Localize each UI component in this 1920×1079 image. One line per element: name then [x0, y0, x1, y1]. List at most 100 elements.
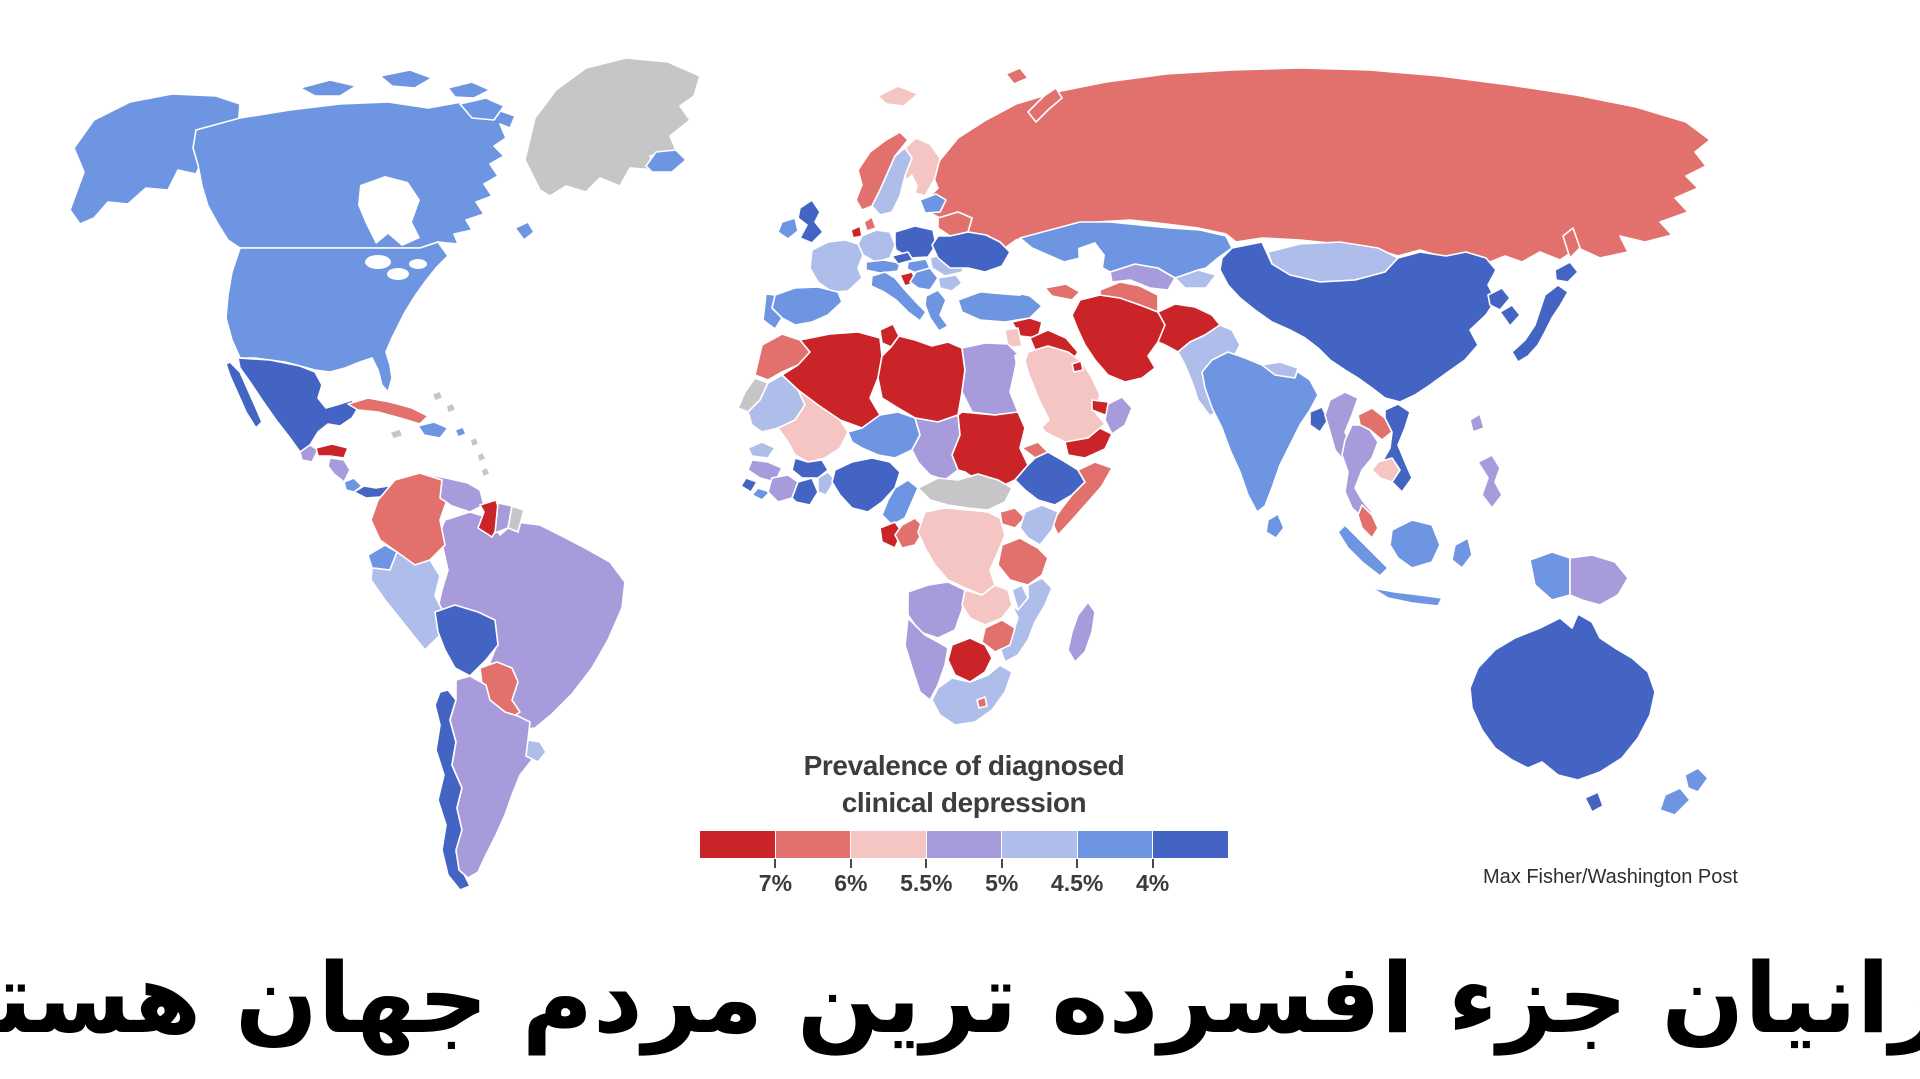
- region-czech: [891, 251, 914, 265]
- region-alpine: [865, 259, 901, 274]
- region-hispaniola: [417, 421, 449, 439]
- legend-ticks: 7% 6% 5.5% 5% 4.5% 4%: [700, 858, 1228, 902]
- region-france: [809, 239, 864, 293]
- region-italy: [870, 271, 927, 322]
- region-antilles3: [480, 466, 491, 478]
- region-zimbabwe: [981, 619, 1016, 653]
- region-canada: [192, 101, 516, 249]
- region-egypt: [961, 342, 1019, 416]
- legend-tick-label: 6%: [834, 869, 868, 896]
- region-chad: [911, 414, 961, 481]
- region-senegal: [747, 441, 776, 459]
- region-baltics: [919, 193, 947, 214]
- region-png: [1569, 554, 1629, 606]
- region-india: [1201, 351, 1319, 513]
- sea-great-lake-1: [365, 255, 391, 269]
- region-botswana: [947, 637, 993, 683]
- region-nkorea: [1487, 287, 1511, 311]
- legend-title-line2: clinical depression: [841, 786, 1087, 818]
- region-denmark: [863, 216, 877, 232]
- region-netherlands: [850, 225, 863, 239]
- legend-swatch-5.5: [851, 830, 926, 858]
- region-oman: [1104, 396, 1133, 435]
- map-water-overlays: [358, 174, 1105, 428]
- region-arctic3: [447, 81, 491, 99]
- region-newfoundland: [514, 221, 535, 241]
- region-baja: [225, 361, 263, 429]
- region-yemen: [1064, 427, 1113, 459]
- region-turkmenistan: [1099, 281, 1159, 313]
- region-benintogo: [817, 471, 836, 496]
- region-jamaica: [389, 428, 404, 440]
- region-baffin: [459, 97, 505, 121]
- region-arctic2: [379, 69, 433, 89]
- region-nigeria: [831, 457, 901, 513]
- region-taiwan: [1469, 413, 1485, 433]
- region-bolivia: [434, 604, 499, 677]
- region-ghana: [791, 477, 819, 506]
- region-portugal: [762, 293, 783, 330]
- region-sakhalin: [1562, 227, 1581, 259]
- region-uk: [797, 199, 824, 244]
- region-guatemala: [299, 444, 319, 463]
- region-malaysia: [1357, 504, 1379, 539]
- region-novaya-zemlya: [1027, 87, 1063, 123]
- region-libya: [877, 335, 966, 423]
- region-bahamas2: [445, 402, 457, 414]
- region-mozambique: [999, 577, 1053, 663]
- region-philippines: [1477, 454, 1503, 509]
- region-ireland: [777, 217, 799, 240]
- region-arctic1: [299, 79, 357, 97]
- region-bahamas1: [431, 390, 444, 402]
- legend-swatch-4: [1077, 830, 1153, 858]
- attribution: Max Fisher/Washington Post: [1483, 866, 1738, 888]
- region-carssudan: [917, 473, 1013, 511]
- region-tanzania: [997, 537, 1049, 586]
- region-somalia: [1051, 461, 1113, 536]
- legend-swatch-3.5: [1153, 830, 1229, 858]
- region-serbia: [909, 267, 939, 291]
- region-japan: [1511, 284, 1569, 363]
- legend-swatch-7: [700, 830, 775, 858]
- region-svalbard: [877, 85, 919, 107]
- region-congo: [894, 517, 926, 549]
- region-iceland: [645, 149, 687, 173]
- region-sumatra: [1337, 524, 1389, 577]
- region-sudan: [951, 411, 1029, 489]
- region-borneo: [1389, 519, 1441, 569]
- region-turkey: [957, 289, 1043, 323]
- legend-tick-mark: [1151, 858, 1154, 868]
- region-honduras: [315, 443, 349, 459]
- region-ukraine: [931, 231, 1011, 273]
- region-jordan: [1004, 327, 1023, 349]
- region-hokkaido: [1554, 261, 1579, 283]
- region-madagascar: [1067, 601, 1096, 663]
- region-nicaragua: [327, 457, 351, 483]
- legend-tick-mark: [774, 858, 777, 868]
- region-poland: [894, 225, 937, 259]
- sea-caspian: [1078, 242, 1105, 292]
- legend-tick-label: 7%: [758, 869, 793, 896]
- region-drc: [917, 507, 1006, 596]
- region-china: [1219, 241, 1497, 403]
- sea-black-sea: [965, 276, 1035, 296]
- region-greece: [924, 289, 949, 332]
- legend-tick-mark: [849, 858, 852, 868]
- sea-red-sea: [1014, 352, 1050, 428]
- region-bangladesh: [1309, 406, 1329, 433]
- caption-persian: ایرانیان جزء افسرده ترین مردم جهان هستند: [0, 942, 1920, 1055]
- region-argentina: [449, 675, 541, 879]
- legend-tick-mark: [1000, 858, 1003, 868]
- region-uganda: [999, 507, 1026, 529]
- world-map: [69, 57, 1711, 891]
- region-cameroon: [881, 479, 919, 526]
- legend-bar: [700, 830, 1229, 858]
- region-nz-south: [1659, 787, 1691, 816]
- map-legend: Prevalence of diagnosed clinical depress…: [700, 748, 1229, 902]
- region-germany: [857, 229, 896, 263]
- region-skorea: [1499, 304, 1521, 327]
- region-kuwait: [1071, 360, 1084, 373]
- map-regions: [69, 57, 1711, 891]
- region-puertorico: [454, 426, 467, 438]
- region-caucasus: [1044, 283, 1081, 301]
